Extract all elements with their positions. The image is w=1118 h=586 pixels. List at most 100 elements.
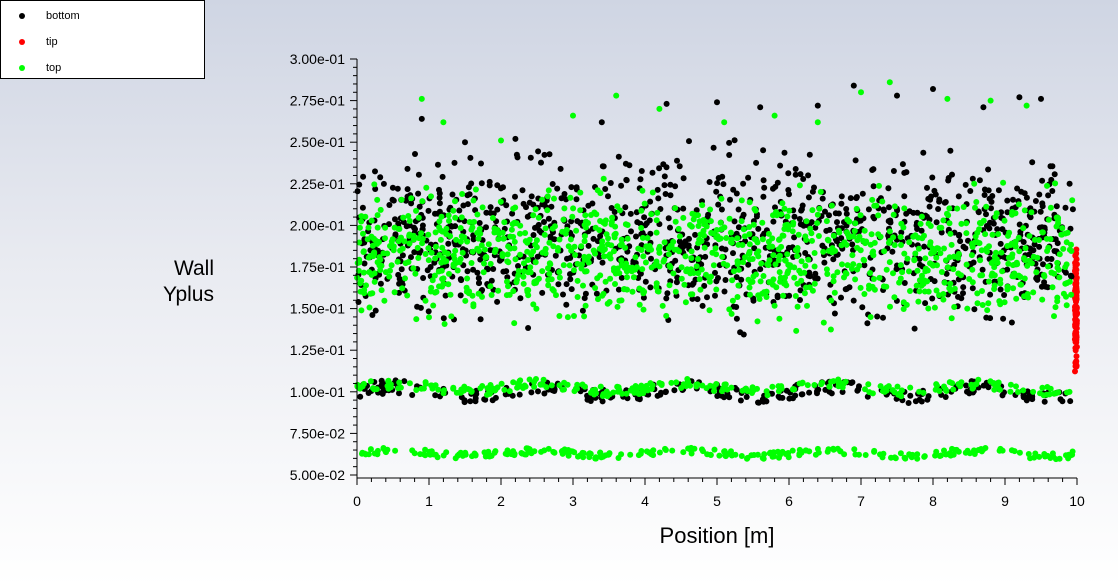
data-point-top [369, 242, 376, 249]
data-point-bottom [661, 182, 668, 189]
data-point-top [1047, 204, 1054, 211]
data-point-bottom [712, 269, 718, 276]
data-point-top [870, 248, 877, 255]
data-point-bottom [658, 389, 664, 396]
data-point-top [399, 285, 406, 292]
data-point-top [426, 314, 432, 321]
data-point-bottom [399, 252, 406, 259]
data-point-top [875, 231, 882, 238]
data-point-top [747, 291, 753, 298]
data-point-top [1037, 390, 1043, 397]
data-point-top [653, 217, 660, 224]
data-point-top [1000, 179, 1007, 186]
data-point-bottom [615, 286, 622, 293]
data-point-bottom [528, 389, 535, 396]
data-point-top [640, 290, 647, 297]
data-point-bottom [918, 227, 925, 234]
data-point-top [744, 455, 750, 462]
data-point-top [943, 451, 949, 458]
data-point-top [368, 217, 375, 224]
data-point-bottom [464, 268, 471, 275]
data-point-top [1006, 229, 1013, 236]
data-point-tip [1072, 307, 1079, 314]
data-point-top [699, 202, 706, 209]
data-point-bottom [938, 229, 945, 236]
data-point-top [532, 259, 539, 266]
data-point-top [1044, 248, 1051, 254]
data-point-top [741, 233, 748, 240]
data-point-bottom [608, 205, 615, 211]
data-point-bottom [487, 204, 494, 211]
data-point-top [986, 278, 992, 285]
data-point-top [901, 205, 908, 212]
data-point-bottom [812, 224, 819, 231]
data-point-top [395, 238, 402, 245]
data-point-top [429, 277, 436, 284]
data-point-top [642, 259, 649, 266]
data-point-top [508, 451, 515, 458]
data-point-top [406, 231, 413, 238]
data-point-top [656, 380, 663, 386]
data-point-top [862, 386, 868, 393]
data-point-top [857, 247, 864, 254]
data-point-top [904, 255, 911, 262]
data-point-top [979, 288, 985, 294]
data-point-top [428, 249, 435, 256]
data-point-top [504, 278, 510, 285]
data-point-bottom [359, 204, 366, 211]
data-point-top [830, 273, 837, 280]
data-point-bottom [760, 147, 767, 154]
data-point-top [727, 229, 734, 236]
data-point-top [672, 205, 679, 212]
data-point-top [544, 193, 551, 200]
data-point-bottom [967, 188, 974, 194]
data-point-bottom [417, 304, 424, 311]
data-point-bottom [999, 226, 1006, 233]
data-point-bottom [1041, 398, 1048, 405]
data-point-bottom [425, 308, 432, 315]
data-point-top [549, 225, 556, 232]
data-point-bottom [865, 206, 872, 213]
data-point-bottom [647, 198, 654, 205]
data-point-top [419, 198, 426, 205]
data-point-top [1034, 254, 1041, 261]
data-point-top [485, 241, 492, 248]
data-point-top [816, 205, 823, 212]
data-point-bottom [772, 204, 778, 211]
data-point-top [672, 218, 679, 225]
data-point-top [474, 229, 481, 236]
data-point-top [914, 451, 921, 458]
data-point-bottom [932, 191, 939, 198]
data-point-top [749, 390, 755, 396]
data-point-top [811, 382, 818, 388]
data-point-top [447, 291, 454, 298]
data-point-top [773, 284, 780, 291]
data-point-top [450, 384, 457, 391]
data-point-bottom [671, 387, 678, 394]
data-point-top [577, 189, 584, 196]
data-point-bottom [360, 173, 367, 180]
data-point-bottom [641, 214, 648, 221]
data-point-bottom [828, 390, 835, 397]
data-point-top [760, 273, 767, 279]
data-point-bottom [751, 245, 758, 252]
data-point-top [1016, 449, 1023, 456]
data-point-bottom [560, 291, 566, 298]
data-point-top [983, 245, 990, 252]
data-point-bottom [740, 180, 747, 187]
data-point-top [944, 95, 951, 102]
data-point-bottom [442, 292, 449, 299]
data-point-top [761, 451, 768, 458]
data-point-top [472, 186, 479, 193]
data-point-top [983, 203, 990, 210]
data-point-top [684, 266, 691, 273]
data-point-top [660, 258, 667, 265]
data-point-top [495, 236, 502, 243]
data-point-bottom [1047, 163, 1054, 170]
data-point-top [1054, 264, 1061, 271]
data-point-top [706, 307, 713, 314]
data-point-bottom [361, 260, 368, 267]
data-point-top [370, 235, 377, 242]
data-point-bottom [503, 202, 510, 209]
data-point-bottom [1008, 319, 1015, 326]
